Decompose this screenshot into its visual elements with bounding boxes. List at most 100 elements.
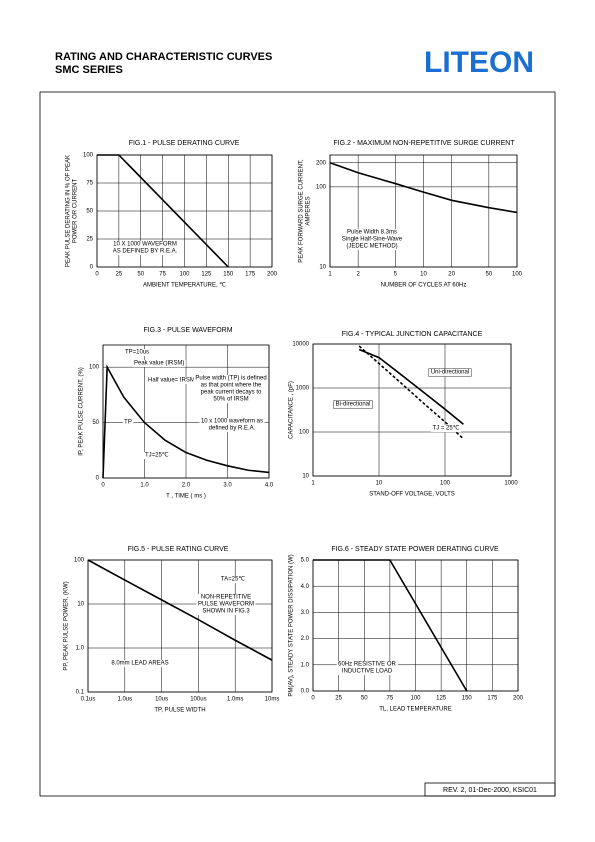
y-tick-label: 200 [316,160,327,166]
annotation: Half value= IRSM/2 [148,378,201,384]
x-tick-label: 10ms [265,697,280,703]
y-tick-label: 0 [90,265,94,271]
x-tick-label: 10 [420,272,427,278]
footer: REV. 2, 01-Dec-2000, KSIC01 [443,787,537,794]
annotation-box [196,594,256,616]
annotation: AS DEFINED BY R.E.A. [113,249,178,255]
x-tick-label: 125 [436,696,447,702]
annotation-box [199,418,265,433]
x-axis-label: STAND-OFF VOLTAGE, VOLTS [369,492,455,498]
x-axis-label: T , TIME ( ms ) [166,494,206,500]
x-tick-label: 25 [335,696,342,702]
x-tick-label: 75 [159,272,166,278]
y-tick-label: 1.0 [301,662,310,668]
label-box [428,368,472,377]
series-line [313,559,468,692]
y-axis-label: PP, PEAK PULSE POWER, (KW) [64,581,70,670]
x-tick-label: 75 [387,696,394,702]
y-tick-label: 0.0 [301,689,310,695]
x-tick-label: 100 [410,696,421,702]
chart-title: FIG.6 - STEADY STATE POWER DERATING CURV… [331,546,499,553]
y-tick-label: 10 [302,474,309,480]
y-tick-label: 100 [89,365,100,371]
annotation: defined by R.E.A. [209,426,256,432]
y-tick-label: 75 [86,181,93,187]
x-tick-label: 10 [376,481,383,487]
x-axis-label: AMBIENT TEMPERATURE, ℃ [143,283,226,289]
x-tick-label: 0 [311,696,315,702]
annotation: 8.0mm LEAD AREAS [111,661,168,667]
annotation: 10 X 1000 WAVEFORM [113,242,177,248]
annotation-box [111,241,180,256]
x-tick-label: 175 [245,272,256,278]
annotation: peak current decays to [201,390,262,396]
frame [39,91,556,797]
x-tick-label: 0 [101,483,105,489]
y-tick-label: 10000 [292,342,309,348]
y-tick-label: 5.0 [301,558,310,564]
x-tick-label: 1.0 [140,483,149,489]
x-axis-label: NUMBER OF CYCLES AT 60Hz [381,283,467,289]
y-axis-label: PEAK FORWARD SURGE CURRENT, [299,159,305,263]
series-line [358,348,464,425]
label-box [333,400,373,409]
x-tick-label: 200 [267,272,278,278]
annotation-box [143,452,171,460]
x-tick-label: 5 [394,272,398,278]
annotation-box [132,360,186,368]
x-tick-label: 2.0 [182,483,191,489]
x-tick-label: 25 [116,272,123,278]
x-tick-label: 100 [512,272,523,278]
x-tick-label: 150 [462,696,473,702]
chart-title: FIG.5 - PULSE RATING CURVE [128,546,229,553]
annotation-box [123,349,151,357]
annotation: TJ = 25℃ [433,426,460,432]
x-tick-label: 100 [440,481,451,487]
annotation: 10 x 1000 waveform as [201,419,263,425]
y-tick-label: 1.0 [76,646,85,652]
annotation: TJ=25℃ [145,453,169,459]
y-tick-label: 10 [77,602,84,608]
y-tick-label: 1000 [296,386,310,392]
y-tick-label: 2.0 [301,636,310,642]
annotation: INDUCTIVE LOAD [342,669,393,675]
series-line [329,162,518,214]
annotation: 50% of IRSM [213,397,248,403]
x-tick-label: 0.1us [81,697,96,703]
annotation: Pulse Width 8.3ms [347,230,397,236]
header-subtitle: SMC SERIES [55,64,123,76]
annotation: NON-REPETITIVE [201,595,251,601]
annotation: TA=25℃ [221,577,245,583]
y-tick-label: 100 [74,558,85,564]
annotation-box [146,377,203,385]
annotation: TP [124,420,132,426]
x-tick-label: 1 [311,481,315,487]
x-tick-label: 50 [137,272,144,278]
x-tick-label: 50 [361,696,368,702]
y-tick-label: 50 [92,420,99,426]
chart-title: FIG.3 - PULSE WAVEFORM [143,327,232,334]
annotation-box [122,419,134,427]
annotation: TP=10us [125,350,149,356]
y-axis-label: PM(AV), STEADY STATE POWER DISSIPATION (… [289,554,295,696]
x-axis-label: TP, PULSE WIDTH [154,708,205,714]
annotation: 60Hz RESISTIVE OR [338,662,396,668]
chart-title: FIG.2 - MAXIMUM NON-REPETITIVE SURGE CUR… [333,140,515,147]
x-tick-label: 50 [486,272,493,278]
annotation: as that point where the [201,383,262,389]
x-tick-label: 1 [328,272,332,278]
y-tick-label: 100 [316,184,327,190]
chart-title: FIG.1 - PULSE DERATING CURVE [129,140,240,147]
y-axis-label: IP, PEAK PULSE CURRENT, (%) [79,367,85,456]
annotation-box [340,229,405,251]
x-tick-label: 3.0 [223,483,232,489]
annotation-box [109,660,171,668]
y-tick-label: 100 [83,153,94,159]
x-tick-label: 100 [179,272,190,278]
y-tick-label: 10 [319,265,326,271]
y-tick-label: 25 [86,237,93,243]
annotation: Peak value (IRSM) [134,361,184,367]
annotation-box [336,661,399,676]
y-tick-label: 0.1 [76,690,85,696]
y-axis-label: CAPACITANCE , (pF) [289,381,295,439]
